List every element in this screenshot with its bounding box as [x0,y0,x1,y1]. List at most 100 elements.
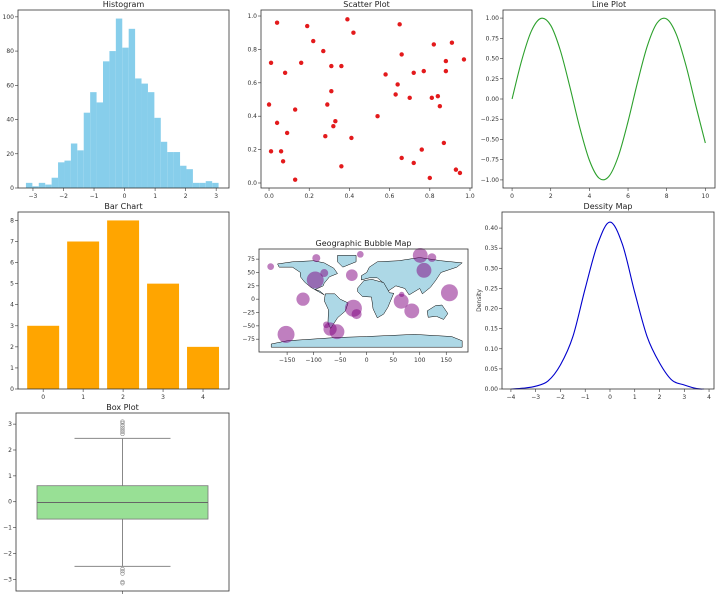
y-tick-label: −0.75 [481,157,500,164]
scatter-point [431,42,437,47]
histogram-bar [122,47,129,189]
y-tick-label: 0 [251,296,255,303]
scatter-point [278,149,284,154]
map-bubble [393,293,409,309]
y-tick-label: 0 [10,185,14,192]
y-tick-label: 0.50 [486,56,500,63]
x-tick-label: 150 [441,357,453,364]
bar [107,220,140,389]
map-bubble [427,253,437,262]
scatter-point [457,170,463,176]
histogram-bar [109,51,116,189]
land-shape [323,293,349,330]
y-tick-label: 0.75 [486,35,500,42]
scatter-point [375,113,380,119]
outlier-point [120,581,125,586]
x-tick-label: 4 [201,394,205,401]
map-bubble [329,324,345,340]
histogram-bar [115,18,123,188]
map-bubble [399,291,405,298]
y-tick-label: 2 [8,447,12,454]
land-shape [426,304,449,320]
axes-frame [258,248,469,353]
map-bubble [267,263,275,270]
land-shape [357,279,395,319]
scatter-point [397,22,402,27]
bar [67,241,100,389]
map-bubble [306,271,324,289]
scatter-point [284,130,290,136]
y-tick-label: 100 [3,14,15,21]
histogram-bar [160,141,168,188]
outlier-point [120,425,125,430]
scatter-point [399,52,404,57]
x-tick-label: 4 [707,394,711,401]
scatter-point [437,103,443,109]
scatter-point [349,135,354,141]
chart-title: Line Plot [592,0,626,9]
x-tick-label: 3 [214,193,218,200]
histogram-bar [173,152,181,188]
density-series-line [510,221,705,390]
histogram-bar [83,112,91,188]
land-shape [337,255,357,268]
scatter-point [441,140,447,146]
chart-title: Geographic Bubble Map [316,239,412,248]
scatter-point [399,155,404,161]
map-bubble [296,292,310,306]
scatter-point [421,68,426,74]
scatter-point [311,38,316,44]
x-tick-label: −1 [90,193,99,200]
scatter-point [427,175,432,181]
line-axes: Line Plot 0 2 4 6 8 10 1.00 0.75 0.50 0.25 0.00 −0.2… [481,0,716,200]
x-tick-label: 1.0 [465,193,475,200]
map-bubble [312,254,321,263]
scatter-point [321,48,326,54]
histogram-bar [128,28,136,189]
histogram-bar [25,182,33,188]
histogram-bar [147,92,155,188]
y-tick-label: 0.35 [485,245,499,252]
histogram-bar [45,184,52,188]
histogram-bar [70,143,78,188]
scatter-point [345,17,350,22]
histogram-bar [96,102,103,188]
y-tick-label: 0.8 [247,46,257,53]
chart-title: Scatter Plot [343,0,389,9]
map-bubble [356,250,364,258]
histogram-bar [167,152,174,188]
histogram-bar [199,182,206,188]
y-tick-label: 0.20 [485,306,499,313]
outlier-point [120,568,125,574]
histogram-bar [77,150,84,188]
scatter-point [329,88,334,94]
scatter-point [323,134,328,139]
x-tick-label: 1 [153,193,157,200]
outlier-point [120,579,125,585]
y-tick-label: 0.40 [485,225,499,232]
y-axis-label: Density [476,289,483,312]
y-tick-label: 0.00 [486,96,500,103]
x-tick-label: 0.8 [425,193,435,200]
x-tick-label: −4 [506,394,515,401]
x-tick-label: 2 [184,193,188,200]
x-tick-label: 0 [510,193,514,200]
y-tick-label: 0 [10,386,14,393]
chart-title: Histogram [103,0,145,9]
scatter-point [333,119,338,124]
y-tick-label: −2 [3,550,12,557]
bar [147,283,180,389]
histogram-bar [192,182,200,188]
y-tick-label: 4 [10,302,14,309]
scatter-point [329,63,334,69]
axes-frame [260,9,473,189]
histogram-bar [135,78,142,188]
map-bubble [351,309,362,320]
histogram-bar [180,165,187,188]
x-tick-label: 3 [682,394,686,401]
y-tick-label: −3 [3,576,12,583]
hist-axes: Histogram −3 −2 −1 0 1 2 3 0 20 40 60 80 100 [3,0,230,200]
map-bubble [404,303,420,319]
x-tick-label: 10 [702,193,710,200]
scatter-point [292,107,298,112]
